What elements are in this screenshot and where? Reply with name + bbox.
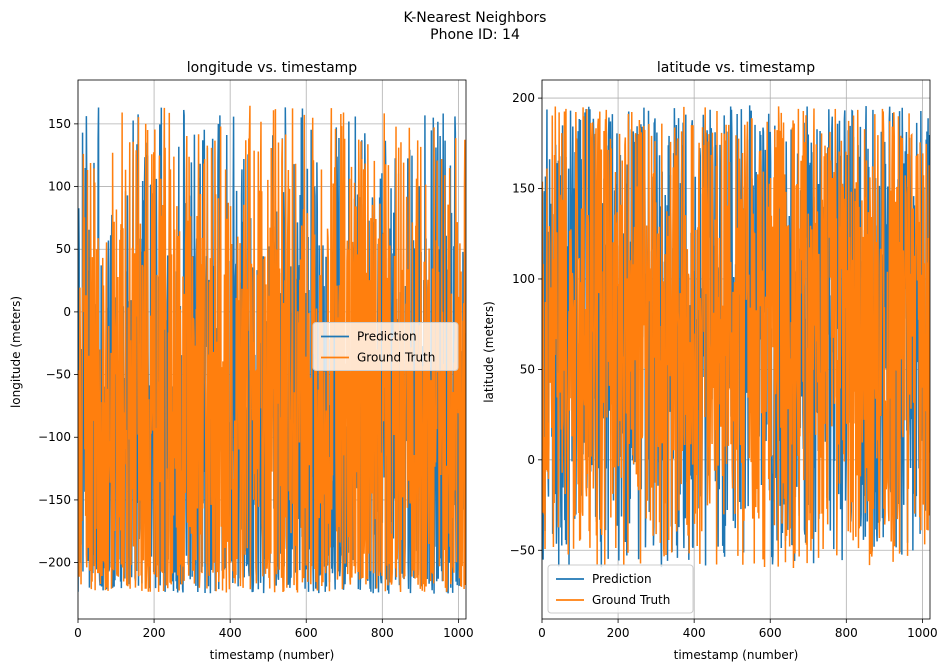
figure-title: K-Nearest Neighbors [404, 10, 547, 26]
legend: Prediction Ground Truth [312, 322, 459, 371]
chart-title: longitude vs. timestamp [187, 60, 358, 76]
x-axis-label: timestamp (number) [674, 648, 799, 662]
legend-label: Prediction [357, 330, 417, 344]
y-tick-label: −100 [38, 430, 71, 444]
x-tick-label: 400 [219, 626, 242, 640]
x-tick-label: 1000 [907, 626, 938, 640]
latitude-chart: latitude vs. timestamp timestamp (number… [482, 60, 938, 662]
y-tick-label: −50 [510, 543, 535, 557]
y-axis-label: longitude (meters) [9, 296, 23, 408]
y-tick-label: 100 [512, 272, 535, 286]
x-tick-label: 200 [143, 626, 166, 640]
legend-label: Prediction [592, 572, 652, 586]
y-tick-label: −200 [38, 556, 71, 570]
chart-title: latitude vs. timestamp [657, 60, 815, 76]
figure-subtitle: Phone ID: 14 [430, 27, 520, 43]
legend-box [312, 322, 459, 371]
y-tick-label: 0 [527, 453, 535, 467]
y-tick-label: 50 [520, 362, 535, 376]
x-tick-label: 800 [835, 626, 858, 640]
x-tick-label: 400 [683, 626, 706, 640]
plot-frame [541, 79, 931, 620]
series-line-ground-truth [78, 105, 466, 593]
y-tick-label: 150 [48, 117, 71, 131]
y-tick-label: 200 [512, 91, 535, 105]
y-tick-label: −150 [38, 493, 71, 507]
x-tick-label: 0 [538, 626, 546, 640]
y-tick-label: 100 [48, 180, 71, 194]
y-tick-label: −50 [46, 368, 71, 382]
series-line-ground-truth [542, 106, 930, 568]
x-tick-label: 200 [607, 626, 630, 640]
x-tick-label: 0 [74, 626, 82, 640]
longitude-chart: longitude vs. timestamp timestamp (numbe… [9, 60, 474, 662]
y-tick-label: 0 [63, 305, 71, 319]
plot-frame [77, 79, 467, 620]
x-tick-label: 800 [371, 626, 394, 640]
x-axis-label: timestamp (number) [210, 648, 335, 662]
legend-label: Ground Truth [357, 351, 435, 365]
y-axis-label: latitude (meters) [482, 301, 496, 403]
legend: Prediction Ground Truth [547, 564, 694, 614]
x-tick-label: 600 [759, 626, 782, 640]
x-tick-label: 600 [295, 626, 318, 640]
legend-label: Ground Truth [592, 593, 670, 607]
legend-box [547, 564, 694, 614]
y-tick-label: 150 [512, 182, 535, 196]
x-tick-label: 1000 [443, 626, 474, 640]
y-tick-label: 50 [56, 242, 71, 256]
